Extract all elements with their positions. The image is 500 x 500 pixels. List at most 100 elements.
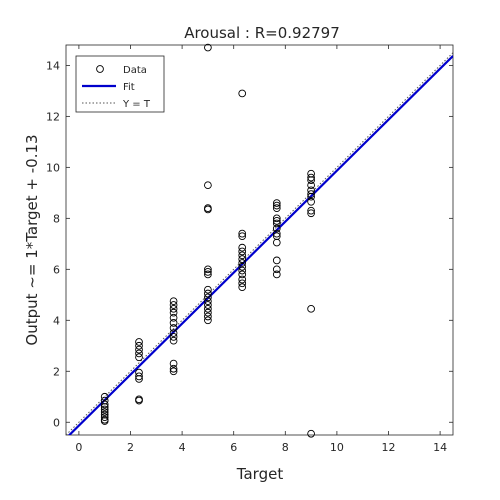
- y-tick-label: 4: [53, 314, 60, 327]
- data-point: [135, 349, 143, 358]
- chart-title: Arousal : R=0.92797: [184, 24, 340, 42]
- data-point: [307, 209, 315, 218]
- data-point: [135, 345, 143, 354]
- data-point: [272, 214, 281, 223]
- legend-box: [75, 55, 165, 113]
- data-point: [307, 197, 315, 206]
- y-tick-label: 12: [46, 110, 60, 123]
- y-tick-label: 14: [46, 59, 60, 72]
- y-axis-title: Output ~= 1*Target + -0.13: [23, 134, 41, 345]
- data-point: [169, 313, 178, 322]
- data-point: [204, 297, 212, 306]
- data-point: [272, 224, 281, 233]
- legend-label: Y = T: [122, 99, 151, 110]
- x-tick-label: 2: [127, 441, 134, 454]
- data-point: [204, 293, 212, 302]
- data-point: [307, 190, 315, 198]
- x-tick-label: 6: [230, 441, 237, 454]
- data-point: [238, 279, 247, 288]
- data-point: [204, 301, 212, 309]
- data-point: [100, 403, 109, 411]
- data-point: [100, 405, 109, 414]
- data-point: [272, 229, 281, 238]
- data-point: [272, 256, 281, 265]
- data-point: [272, 217, 281, 225]
- data-point: [238, 247, 247, 256]
- data-point: [238, 89, 247, 98]
- data-point: [307, 176, 315, 184]
- data-point: [100, 408, 109, 416]
- y-tick-label: 2: [53, 365, 60, 378]
- data-point: [169, 336, 178, 345]
- data-point: [272, 201, 281, 210]
- data-point: [100, 413, 109, 422]
- data-point: [238, 259, 247, 267]
- data-point: [204, 289, 212, 298]
- x-tick-label: 4: [179, 441, 186, 454]
- fit-line: [67, 55, 453, 435]
- y-tick-label: 10: [46, 161, 60, 174]
- data-point: [307, 181, 315, 190]
- data-point: [204, 181, 212, 190]
- data-point: [204, 268, 212, 276]
- data-point: [169, 329, 178, 337]
- data-point: [100, 392, 109, 401]
- data-point: [238, 270, 247, 279]
- data-point: [204, 270, 212, 279]
- y-tick-label: 8: [53, 212, 60, 225]
- data-point: [169, 308, 178, 317]
- data-point: [272, 270, 281, 279]
- data-point: [169, 318, 178, 327]
- x-tick-label: 14: [433, 441, 447, 454]
- data-point: [238, 243, 247, 252]
- legend-label: Fit: [123, 82, 135, 93]
- legend-data-marker: [96, 65, 104, 73]
- data-point: [307, 192, 315, 201]
- data-point: [135, 372, 143, 381]
- data-point: [169, 333, 178, 341]
- data-point: [169, 304, 178, 313]
- legend-label: Data: [123, 65, 147, 76]
- x-tick-label: 8: [282, 441, 289, 454]
- data-point: [169, 364, 178, 373]
- data-point: [169, 297, 178, 306]
- data-point: [135, 375, 143, 383]
- y-tick-label: 6: [53, 263, 60, 276]
- data-point: [272, 238, 281, 247]
- data-point: [238, 251, 247, 260]
- data-point: [272, 265, 281, 274]
- data-point: [307, 206, 315, 215]
- data-point: [100, 400, 109, 409]
- data-point: [204, 265, 212, 274]
- data-point: [169, 359, 178, 368]
- x-tick-label: 10: [330, 441, 344, 454]
- data-point: [169, 367, 178, 376]
- y-tick-label: 0: [53, 416, 60, 429]
- x-tick-label: 12: [382, 441, 396, 454]
- data-point: [272, 199, 281, 207]
- data-point: [272, 219, 281, 228]
- data-point: [204, 304, 212, 313]
- data-point: [204, 316, 212, 325]
- data-point: [238, 232, 247, 241]
- data-point: [204, 43, 212, 52]
- data-point: [135, 396, 143, 405]
- data-point: [238, 255, 247, 263]
- data-point: [204, 308, 212, 317]
- data-point: [169, 301, 178, 309]
- data-point: [169, 324, 178, 332]
- data-point: [238, 229, 247, 238]
- data-point: [135, 341, 143, 350]
- data-point: [100, 417, 109, 425]
- data-point: [135, 353, 143, 362]
- x-tick-label: 0: [75, 441, 82, 454]
- data-point: [307, 304, 315, 313]
- x-axis-title: Target: [236, 465, 284, 483]
- data-point: [272, 204, 281, 212]
- data-point: [204, 312, 212, 321]
- data-point: [238, 262, 247, 271]
- data-point: [307, 429, 315, 438]
- data-point: [135, 338, 143, 346]
- data-point: [238, 275, 247, 284]
